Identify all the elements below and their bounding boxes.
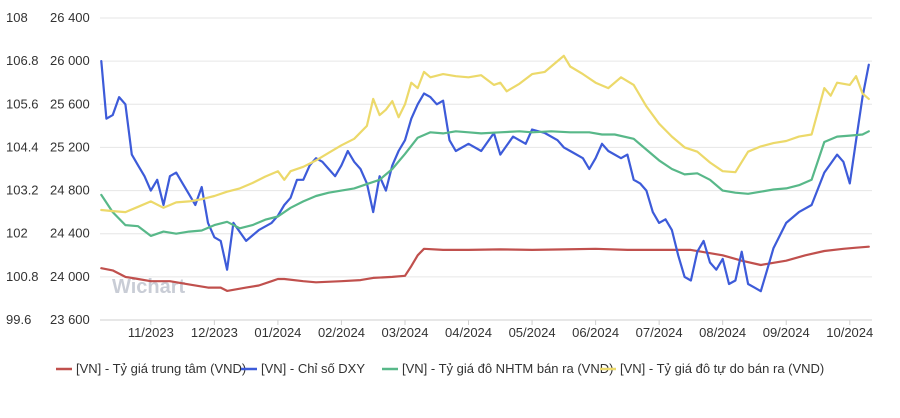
legend-item-1[interactable]: [VN] - Chỉ số DXY [241, 361, 365, 376]
x-axis-tick-label: 06/2024 [572, 325, 619, 340]
x-axis-tick-label: 10/2024 [826, 325, 873, 340]
right-axis-tick-label: 24 400 [50, 226, 90, 241]
x-axis-tick-label: 05/2024 [509, 325, 556, 340]
legend-label: [VN] - Chỉ số DXY [261, 361, 365, 376]
series-lines [100, 54, 870, 293]
legend-item-2[interactable]: [VN] - Tỷ giá đô NHTM bán ra (VND) [382, 361, 613, 376]
x-axis-tick-label: 02/2024 [318, 325, 365, 340]
series-line-2 [100, 130, 870, 237]
right-axis-tick-label: 25 600 [50, 96, 90, 111]
left-axis-tick-label: 103.2 [6, 183, 39, 198]
x-axis-tick-label: 11/2023 [128, 325, 174, 340]
x-axis: 11/2023 12/2023 01/2024 02/2024 03/2024 04/20… [128, 320, 873, 340]
legend-item-3[interactable]: [VN] - Tỷ giá đô tự do bán ra (VND) [600, 361, 824, 376]
left-axis-tick-label: 100.8 [6, 269, 39, 284]
legend[interactable]: [VN] - Tỷ giá trung tâm (VND) [VN] - Chỉ … [56, 361, 824, 376]
right-axis-tick-label: 25 200 [50, 139, 90, 154]
x-axis-tick-label: 01/2024 [254, 325, 301, 340]
x-axis-tick-label: 12/2023 [191, 325, 238, 340]
left-axis-tick-label: 105.6 [6, 96, 39, 111]
left-axis: 108 106.8 105.6 104.4 103.2 102 100.8 99.6 [6, 10, 39, 327]
left-axis-tick-label: 102 [6, 226, 28, 241]
left-axis-tick-label: 99.6 [6, 312, 31, 327]
right-axis-tick-label: 24 000 [50, 269, 90, 284]
x-axis-tick-label: 04/2024 [445, 325, 492, 340]
x-axis-tick-label: 07/2024 [636, 325, 683, 340]
series-line-0 [100, 245, 870, 292]
right-axis-tick-label: 26 400 [50, 10, 90, 25]
left-axis-tick-label: 106.8 [6, 53, 39, 68]
left-axis-tick-label: 108 [6, 10, 28, 25]
right-axis-tick-label: 24 800 [50, 183, 90, 198]
right-axis-tick-label: 23 600 [50, 312, 90, 327]
left-axis-tick-label: 104.4 [6, 139, 39, 154]
x-axis-tick-label: 03/2024 [381, 325, 428, 340]
legend-label: [VN] - Tỷ giá đô tự do bán ra (VND) [620, 361, 824, 376]
series-line-1 [100, 60, 870, 293]
x-axis-tick-label: 08/2024 [699, 325, 746, 340]
x-axis-tick-label: 09/2024 [763, 325, 810, 340]
series-line-3 [100, 54, 870, 214]
legend-label: [VN] - Tỷ giá đô NHTM bán ra (VND) [402, 361, 613, 376]
right-axis: 26 400 26 000 25 600 25 200 24 800 24 400 24 0… [50, 10, 90, 327]
legend-item-0[interactable]: [VN] - Tỷ giá trung tâm (VND) [56, 361, 246, 376]
right-axis-tick-label: 26 000 [50, 53, 90, 68]
watermark-text: Wichart [112, 276, 186, 298]
legend-label: [VN] - Tỷ giá trung tâm (VND) [76, 361, 246, 376]
gridlines [100, 17, 872, 321]
